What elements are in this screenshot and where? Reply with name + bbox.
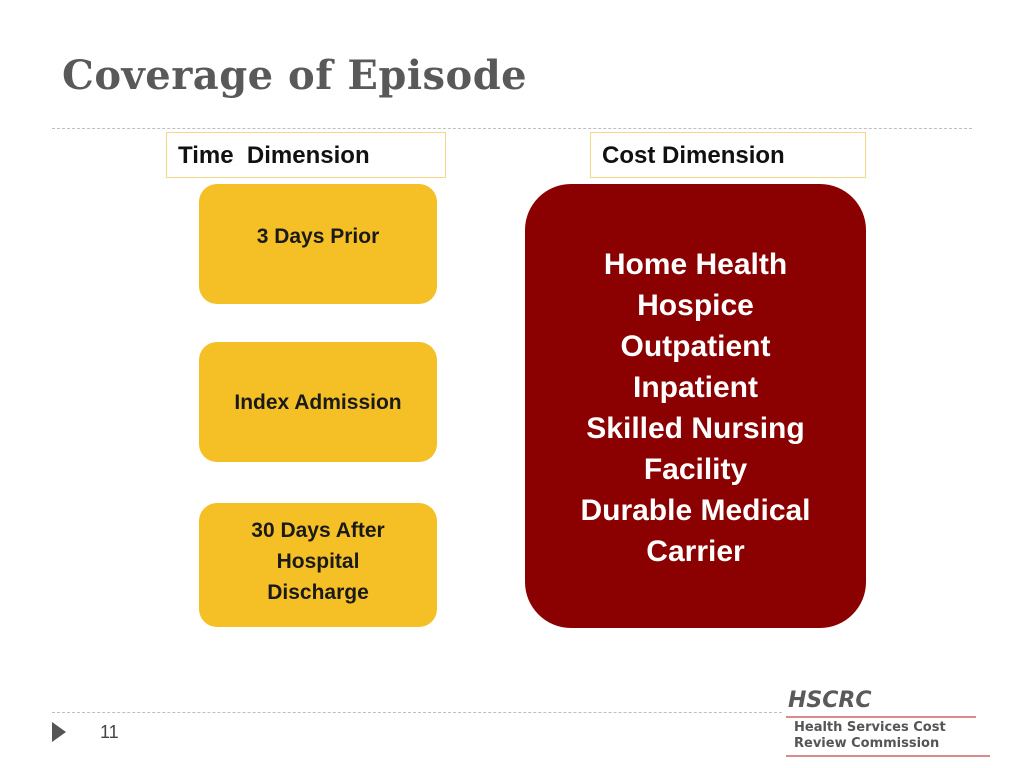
- time-box-30-days-after: 30 Days After Hospital Discharge: [199, 503, 437, 627]
- logo-rule: [786, 755, 990, 757]
- cost-item: Skilled Nursing: [586, 412, 805, 445]
- bottom-divider: [52, 712, 782, 713]
- cost-item: Hospice: [637, 289, 754, 322]
- time-box-index-admission: Index Admission: [199, 342, 437, 462]
- logo-line-2: Review Commission: [794, 736, 940, 751]
- cost-item: Home Health: [603, 248, 788, 281]
- cost-dimension-label: Cost Dimension: [590, 132, 866, 178]
- top-divider: [52, 128, 972, 129]
- cost-item: Inpatient: [633, 371, 758, 404]
- cost-item: Outpatient: [620, 330, 771, 363]
- hscrc-logo: HSCRC Health Services Cost Review Commis…: [786, 688, 990, 762]
- cost-item: Facility: [643, 453, 748, 486]
- slide-title: Coverage of Episode: [62, 52, 528, 99]
- cost-item: Durable Medical: [580, 494, 811, 527]
- logo-acronym: HSCRC: [788, 688, 872, 713]
- logo-rule: [786, 716, 976, 718]
- cost-item: Carrier: [646, 535, 745, 568]
- time-dimension-label: Time Dimension: [166, 132, 446, 178]
- time-box-3-days-prior: 3 Days Prior: [199, 184, 437, 304]
- time-box-label: Index Admission: [234, 390, 402, 414]
- logo-line-1: Health Services Cost: [794, 720, 946, 735]
- cost-dimension-box: Home Health Hospice Outpatient Inpatient…: [525, 184, 866, 628]
- time-box-label: 3 Days Prior: [256, 224, 380, 248]
- page-number: 11: [100, 722, 119, 742]
- time-box-label: 30 Days After Hospital Discharge: [251, 518, 385, 604]
- play-arrow-icon: [52, 722, 66, 742]
